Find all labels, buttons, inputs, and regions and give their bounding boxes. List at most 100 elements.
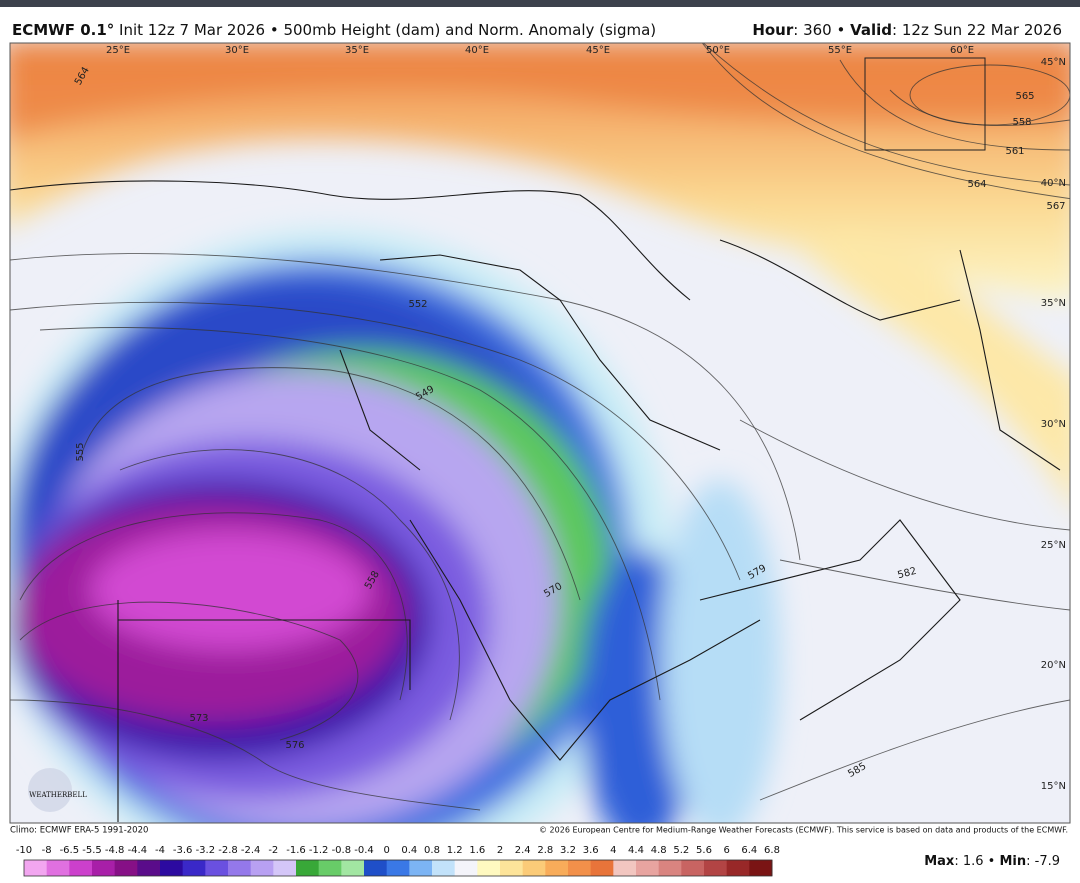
color-swatch <box>681 860 705 876</box>
colorbar-label: 4.8 <box>651 845 667 856</box>
latitude-label: 45°N <box>1041 57 1066 68</box>
colorbar-label: -4.4 <box>128 845 148 856</box>
latitude-label: 30°N <box>1041 419 1066 430</box>
colorbar-label: -3.2 <box>196 845 216 856</box>
colorbar-label: 2 <box>497 845 503 856</box>
bold-text: ECMWF 0.1° <box>12 21 114 39</box>
colorbar-label: -6.5 <box>60 845 80 856</box>
color-swatch <box>432 860 456 876</box>
color-swatch <box>522 860 546 876</box>
colorbar-frame <box>23 859 773 877</box>
colorbar-label: -0.8 <box>332 845 352 856</box>
color-swatch <box>228 860 252 876</box>
color-swatch <box>568 860 592 876</box>
color-swatch <box>658 860 682 876</box>
climo-note: Climo: ECMWF ERA-5 1991-2020 <box>10 826 148 836</box>
colorbar-label: 5.6 <box>696 845 712 856</box>
color-swatch <box>590 860 614 876</box>
contour-label: 582 <box>896 566 917 582</box>
text: : 1.6 • <box>954 854 999 869</box>
colorbar-label: 4.4 <box>628 845 644 856</box>
text-line: ECMWF 0.1° Init 12z 7 Mar 2026 • 500mb H… <box>12 21 656 39</box>
bold-text: Valid <box>850 21 892 39</box>
color-swatch <box>749 860 773 876</box>
color-swatch <box>341 860 365 876</box>
colorbar-label: -5.5 <box>82 845 102 856</box>
contour-label: 573 <box>189 713 208 724</box>
color-swatch <box>726 860 750 876</box>
colorbar-label: -2.4 <box>241 845 261 856</box>
color-swatch <box>613 860 637 876</box>
longitude-label: 25°E <box>106 45 130 56</box>
logo: WEATHERBELL <box>29 791 87 799</box>
color-swatch <box>92 860 116 876</box>
colorbar-label: -4 <box>155 845 165 856</box>
longitude-label: 55°E <box>828 45 852 56</box>
copyright: © 2026 European Centre for Medium-Range … <box>539 826 1068 835</box>
longitude-label: 60°E <box>950 45 974 56</box>
colorbar-label: -1.6 <box>286 845 306 856</box>
color-swatch <box>454 860 478 876</box>
header-left: ECMWF 0.1° Init 12z 7 Mar 2026 • 500mb H… <box>12 21 656 39</box>
text: : 360 • <box>793 21 850 39</box>
text: : -7.9 <box>1026 854 1060 869</box>
colorbar-label: 4 <box>610 845 616 856</box>
top-bar <box>0 0 1080 7</box>
color-swatch <box>114 860 138 876</box>
text: : 12z Sun 22 Mar 2026 <box>892 21 1062 39</box>
colorbar-label: -3.6 <box>173 845 193 856</box>
colorbar-label: 5.2 <box>673 845 689 856</box>
color-swatch <box>364 860 388 876</box>
color-swatch <box>704 860 728 876</box>
color-swatch <box>636 860 660 876</box>
bold-text: Hour <box>752 21 794 39</box>
colorbar-label: -4.8 <box>105 845 125 856</box>
colorbar: -10 -8 -6.5 -5.5 -4.8 -4.4 -4 -3.6 -3.2 -2.8 -2.4-… <box>16 845 1060 877</box>
color-swatch <box>205 860 229 876</box>
map-labels: 25°E 30°E 35°E 40°E 45°E 50°E 55°E 60°E 45°N 40°N… <box>10 45 1068 836</box>
colorbar-label: 0 <box>383 845 389 856</box>
color-swatch <box>545 860 569 876</box>
latitude-label: 25°N <box>1041 540 1066 551</box>
color-swatch <box>386 860 410 876</box>
longitude-label: 35°E <box>345 45 369 56</box>
colorbar-label: 6.4 <box>741 845 757 856</box>
color-swatch <box>46 860 70 876</box>
contour-label: 558 <box>1012 117 1031 128</box>
contours <box>10 43 1070 811</box>
longitude-label: 30°E <box>225 45 249 56</box>
colorbar-label: 2.4 <box>515 845 531 856</box>
contour-label: 567 <box>1046 201 1065 212</box>
header-right: Hour: 360 • Valid: 12z Sun 22 Mar 2026 <box>752 21 1062 39</box>
color-swatch <box>250 860 274 876</box>
longitude-label: 45°E <box>586 45 610 56</box>
color-swatch <box>318 860 342 876</box>
color-swatch <box>160 860 184 876</box>
colorbar-label: 1.2 <box>447 845 463 856</box>
colorbar-label: 2.8 <box>537 845 553 856</box>
map-frame <box>9 42 1071 824</box>
color-swatch <box>24 860 48 876</box>
colorbar-label: -8 <box>42 845 52 856</box>
longitude-label: 40°E <box>465 45 489 56</box>
colorbar-label: 6.8 <box>764 845 780 856</box>
colorbar-label: 3.2 <box>560 845 576 856</box>
text-line: Max: 1.6 • Min: -7.9 <box>924 854 1060 869</box>
contour-label: 576 <box>285 740 304 751</box>
longitude-label: 50°E <box>706 45 730 56</box>
contour-label: 555 <box>75 442 86 461</box>
bold-text: Max <box>924 854 955 869</box>
color-swatch <box>273 860 297 876</box>
bold-text: Min <box>999 854 1026 869</box>
latitude-label: 15°N <box>1041 781 1066 792</box>
latitude-label: 35°N <box>1041 298 1066 309</box>
colorbar-label: 6 <box>723 845 729 856</box>
latitude-label: 20°N <box>1041 660 1066 671</box>
contour-label: 561 <box>1005 146 1024 157</box>
map <box>10 43 1070 823</box>
contour-label: 565 <box>1015 91 1034 102</box>
colorbar-label: -1.2 <box>309 845 329 856</box>
colorbar-label: 0.4 <box>401 845 417 856</box>
text: Init 12z 7 Mar 2026 • 500mb Height (dam)… <box>114 21 656 39</box>
